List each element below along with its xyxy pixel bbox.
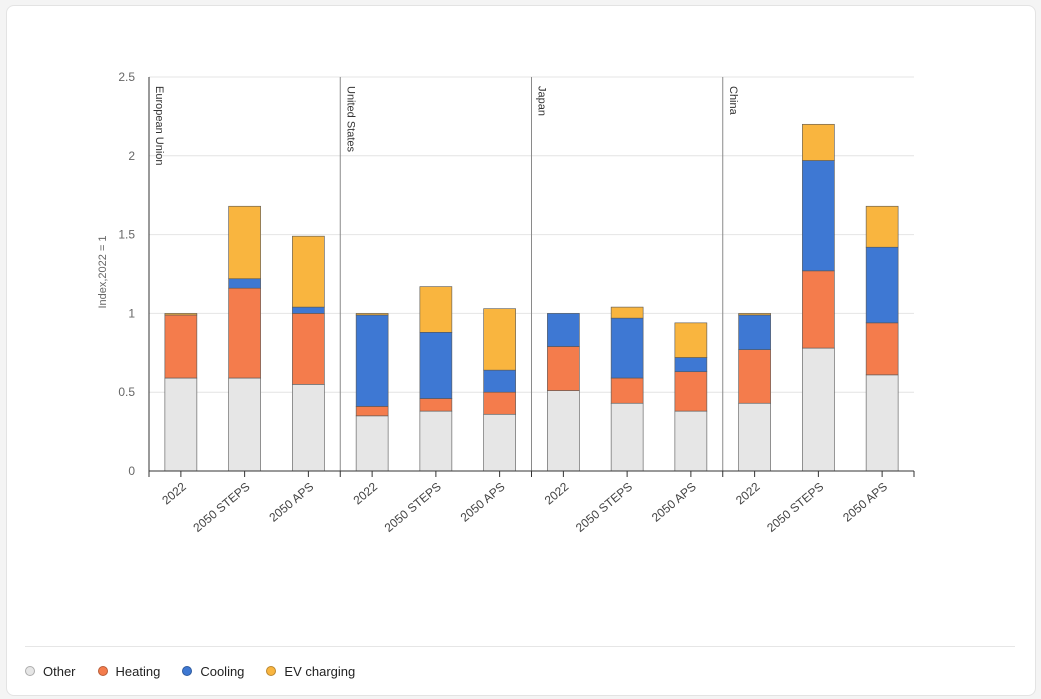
- y-axis-label: Index,2022 = 1: [97, 235, 109, 308]
- bar-cooling: [738, 314, 771, 350]
- legend-label: Other: [43, 663, 76, 679]
- x-tick-label: 2050 APS: [840, 480, 890, 525]
- bar-ev-charging: [483, 308, 516, 371]
- bar-cooling: [483, 369, 516, 393]
- bar-ev-charging: [674, 322, 708, 358]
- x-tick-label: 2050 APS: [649, 480, 699, 525]
- x-tick-label: 2050 APS: [458, 480, 508, 525]
- bar-heating: [802, 270, 835, 349]
- bar-other: [292, 384, 325, 472]
- legend-divider: [25, 646, 1015, 647]
- x-tick-label: 2022: [351, 479, 381, 507]
- y-tick-label: 1.5: [118, 228, 135, 242]
- bar-other: [355, 415, 389, 472]
- x-tick-label: 2050 STEPS: [573, 480, 635, 535]
- x-tick-label: 2050 APS: [266, 480, 316, 525]
- bars: [164, 123, 899, 472]
- x-tick-label: 2022: [733, 479, 763, 507]
- x-tick-label: 2050 STEPS: [190, 480, 252, 535]
- bar-heating: [355, 406, 389, 417]
- legend-label: EV charging: [284, 663, 356, 679]
- bar-other: [419, 410, 453, 472]
- y-tick-label: 2: [128, 149, 135, 163]
- bar-ev-charging: [610, 306, 644, 319]
- x-tick-label: 2022: [159, 479, 189, 507]
- bar-heating: [674, 371, 708, 412]
- bar-cooling: [865, 246, 899, 324]
- legend-swatch: [25, 666, 35, 676]
- bar-ev-charging: [228, 205, 261, 280]
- legend-swatch: [182, 666, 193, 676]
- legend-label: Cooling: [200, 663, 245, 679]
- bar-cooling: [228, 278, 261, 289]
- bar-ev-charging: [164, 313, 198, 316]
- bar-heating: [419, 398, 453, 412]
- bar-heating: [164, 314, 198, 379]
- legend-label: Heating: [115, 663, 161, 679]
- bar-other: [228, 377, 261, 472]
- bar-heating: [610, 377, 644, 404]
- bar-heating: [292, 313, 325, 385]
- legend: Other Heating Cooling EV charging: [25, 662, 355, 680]
- bar-heating: [547, 346, 580, 391]
- bar-cooling: [674, 357, 708, 373]
- bar-ev-charging: [292, 235, 325, 308]
- bar-cooling: [802, 160, 835, 272]
- y-tick-label: 0: [128, 464, 135, 478]
- x-tick-label: 2050 STEPS: [382, 480, 444, 535]
- bar-other: [802, 347, 835, 472]
- x-tick-label: 2022: [542, 479, 572, 507]
- group-label: China: [727, 86, 739, 116]
- legend-swatch: [97, 666, 108, 676]
- group-label: Japan: [536, 86, 548, 116]
- bar-heating: [483, 391, 516, 415]
- legend-item-cooling[interactable]: Cooling: [182, 664, 244, 679]
- bar-other: [483, 413, 516, 472]
- bar-cooling: [355, 314, 389, 407]
- group-label: European Union: [153, 86, 165, 166]
- bar-other: [674, 410, 708, 472]
- bar-ev-charging: [738, 313, 771, 316]
- y-tick-label: 1: [128, 306, 135, 320]
- bar-heating: [865, 322, 899, 376]
- bar-ev-charging: [419, 286, 453, 333]
- legend-item-other[interactable]: Other: [25, 664, 76, 679]
- bar-other: [164, 377, 198, 472]
- bar-other: [738, 402, 771, 472]
- bar-cooling: [610, 317, 644, 379]
- legend-item-heating[interactable]: Heating: [97, 663, 161, 679]
- gridlines: [149, 76, 914, 471]
- bar-heating: [738, 349, 771, 404]
- group-label: United States: [344, 86, 356, 153]
- y-tick-label: 2.5: [118, 70, 135, 84]
- bar-ev-charging: [802, 123, 835, 161]
- bar-ev-charging: [355, 313, 389, 316]
- y-tick-label: 0.5: [118, 385, 135, 399]
- bar-other: [547, 390, 580, 472]
- bar-other: [865, 374, 899, 472]
- bar-ev-charging: [865, 205, 899, 248]
- bar-cooling: [547, 313, 580, 347]
- x-tick-label: 2050 STEPS: [764, 480, 826, 535]
- legend-swatch: [266, 666, 277, 676]
- bar-cooling: [419, 332, 453, 399]
- bar-other: [610, 402, 644, 472]
- bar-heating: [228, 287, 261, 379]
- legend-item-ev-charging[interactable]: EV charging: [266, 664, 355, 679]
- bar-cooling: [292, 306, 325, 314]
